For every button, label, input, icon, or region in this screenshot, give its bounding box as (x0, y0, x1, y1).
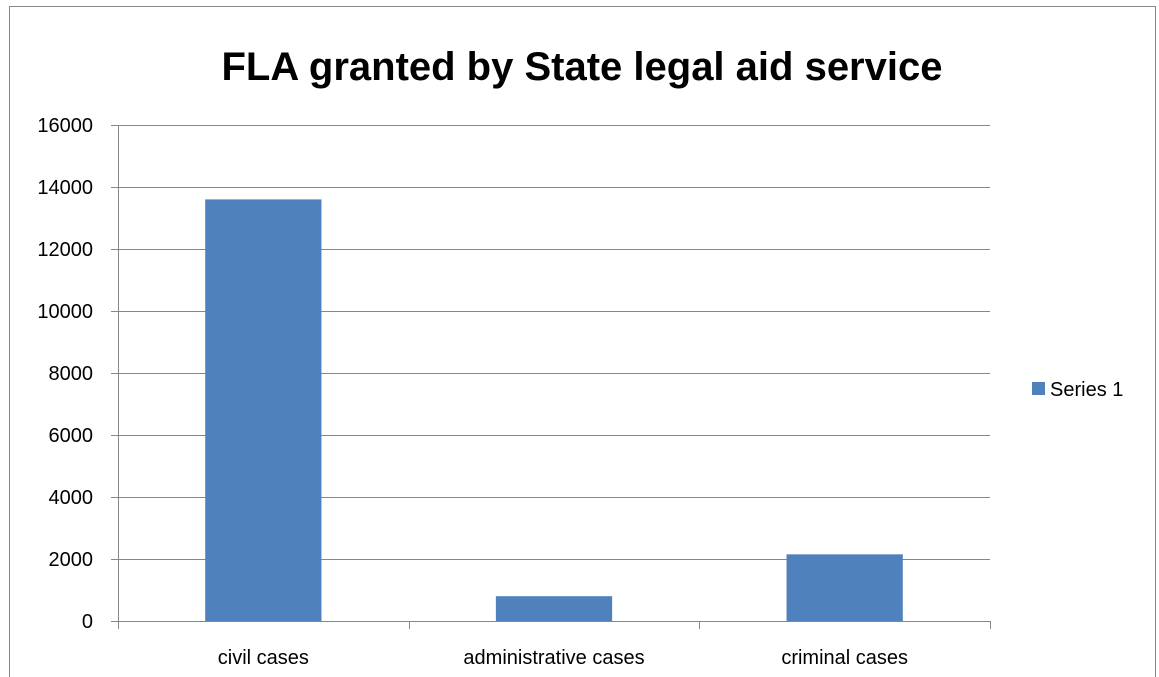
y-tick-label: 8000 (49, 363, 94, 385)
x-tick-labels: civil cases administrative cases criminal … (218, 647, 908, 669)
y-tick-label: 14000 (37, 177, 93, 199)
bar-criminal-cases (786, 554, 903, 621)
y-tick-label: 2000 (49, 549, 94, 571)
bars (205, 199, 903, 621)
y-tick-label: 6000 (49, 425, 94, 447)
axes (111, 125, 991, 629)
bar-administrative-cases (495, 596, 613, 621)
x-tick-label: civil cases (218, 647, 309, 669)
y-tick-label: 16000 (37, 115, 93, 137)
x-tick-label: administrative cases (463, 647, 644, 669)
x-tick-label: criminal cases (781, 647, 908, 669)
y-tick-label: 12000 (37, 239, 93, 261)
y-tick-label: 4000 (49, 487, 94, 509)
bar-civil-cases (205, 199, 322, 621)
legend: Series 1 (1032, 379, 1123, 401)
chart-border (9, 6, 1156, 677)
legend-swatch (1032, 382, 1045, 395)
chart-title: FLA granted by State legal aid service (222, 45, 943, 89)
y-tick-label: 10000 (37, 301, 93, 323)
y-tick-labels: 0 2000 4000 6000 8000 10000 12000 14000 16000 (37, 115, 93, 633)
y-tick-label: 0 (82, 611, 93, 633)
legend-label-series-1: Series 1 (1050, 379, 1123, 401)
